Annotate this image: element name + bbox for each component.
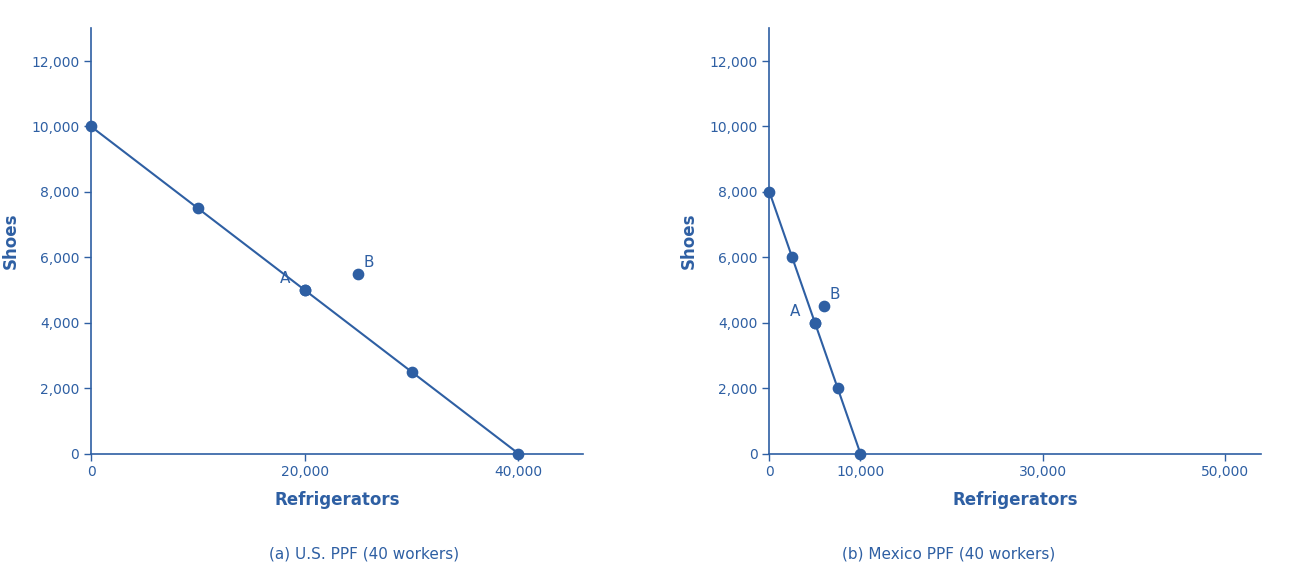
Text: (b) Mexico PPF (40 workers): (b) Mexico PPF (40 workers) — [842, 547, 1056, 561]
Point — [850, 449, 871, 458]
Point — [805, 318, 826, 327]
X-axis label: Refrigerators: Refrigerators — [274, 490, 399, 509]
Y-axis label: Shoes: Shoes — [1, 213, 20, 269]
Text: A: A — [280, 271, 290, 286]
Point — [402, 367, 422, 376]
X-axis label: Refrigerators: Refrigerators — [953, 490, 1078, 509]
Point — [294, 286, 315, 295]
Point — [814, 302, 835, 311]
Point — [81, 122, 101, 131]
Point — [348, 269, 369, 278]
Y-axis label: Shoes: Shoes — [680, 213, 698, 269]
Text: B: B — [364, 255, 374, 270]
Point — [187, 204, 208, 213]
Text: B: B — [829, 287, 840, 302]
Point — [508, 449, 529, 458]
Point — [294, 286, 315, 295]
Point — [805, 318, 826, 327]
Text: A: A — [790, 304, 801, 319]
Point — [759, 187, 780, 196]
Point — [781, 253, 802, 262]
Point — [827, 384, 848, 393]
Text: (a) U.S. PPF (40 workers): (a) U.S. PPF (40 workers) — [269, 547, 459, 561]
